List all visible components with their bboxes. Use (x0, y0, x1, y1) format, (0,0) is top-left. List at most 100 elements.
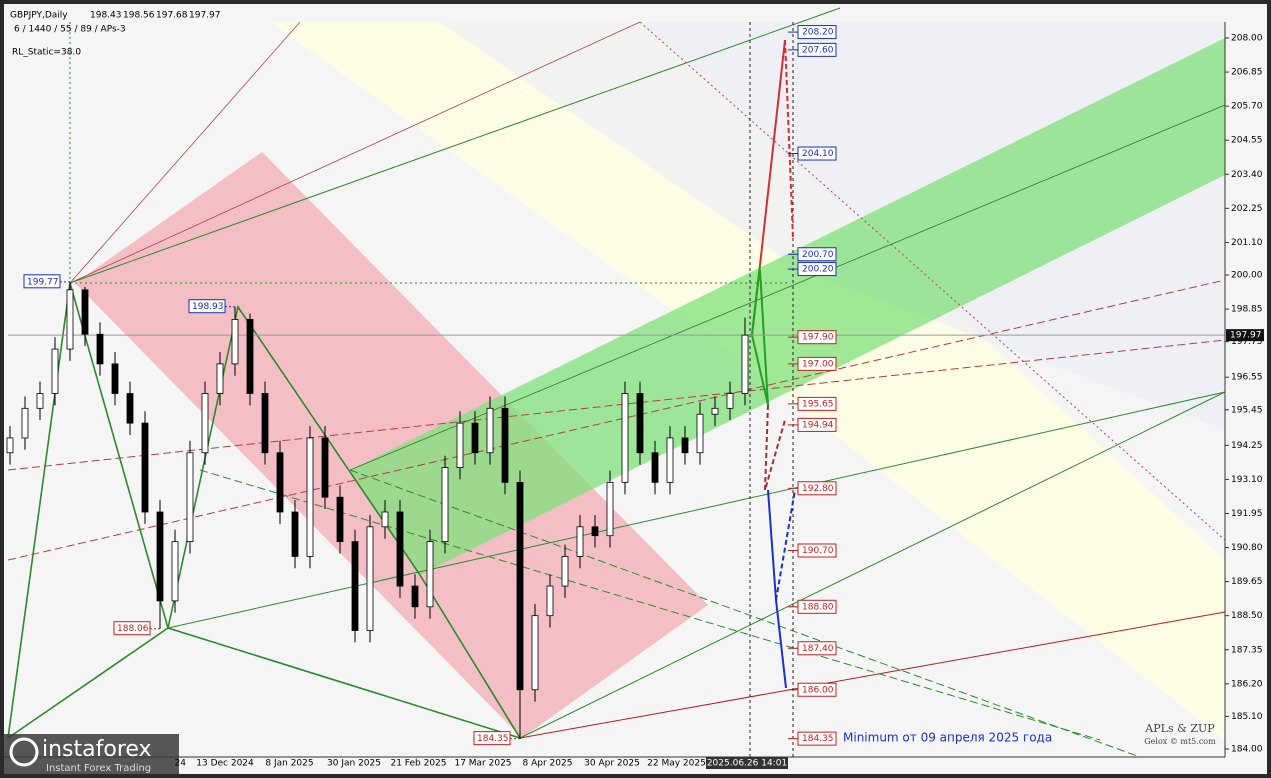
credit: Gelox © mt5.com (1144, 737, 1216, 746)
y-tick-label: 187.35 (1231, 645, 1263, 655)
candle-body (126, 393, 134, 424)
cursor-time-box (706, 757, 788, 769)
pivot-label: 199.77 (27, 277, 59, 287)
note: Minimum от 09 апреля 2025 года (843, 731, 1052, 745)
candle-body (351, 541, 359, 631)
y-tick-label: 184.00 (1231, 745, 1263, 755)
x-tick-label: 13 Dec 2024 (196, 759, 254, 769)
candle-body (36, 393, 44, 409)
candle-body (681, 437, 689, 454)
projection-label: 207.60 (802, 45, 834, 55)
candle-body (471, 422, 479, 454)
projection-box (797, 247, 837, 262)
candle-body (456, 422, 464, 468)
projection-box (797, 356, 837, 371)
y-tick-label: 205.70 (1231, 102, 1263, 112)
header-open: 198.43 (90, 11, 122, 21)
y-tick-label: 189.65 (1231, 577, 1263, 587)
projection-label: 187.40 (802, 644, 834, 654)
projection-label: 197.00 (802, 359, 834, 369)
x-tick-label: 21 Feb 2025 (390, 759, 446, 769)
y-tick-label: 194.25 (1231, 441, 1263, 451)
x-tick-label: 17 Mar 2025 (454, 759, 511, 769)
candle-body (591, 526, 599, 537)
watermark-sub: Instant Forex Trading (46, 763, 151, 774)
header-high: 198.56 (123, 11, 155, 21)
y-tick-label: 206.85 (1231, 68, 1263, 78)
candle-body (171, 541, 179, 602)
x-tick-label: 8 Jan 2025 (265, 759, 313, 769)
y-tick-label: 193.10 (1231, 475, 1263, 485)
y-tick-label: 196.55 (1231, 373, 1263, 383)
header-close: 197.97 (189, 11, 221, 21)
projection-box (797, 396, 837, 411)
y-tick-label: 186.20 (1231, 679, 1263, 689)
candle-body (516, 481, 524, 691)
projection-box (797, 543, 837, 558)
x-tick-label: 24 (175, 759, 187, 769)
candle-body (621, 393, 629, 483)
candle-body (336, 496, 344, 543)
candle-body (411, 585, 419, 608)
projection-box (797, 641, 837, 656)
y-tick-label: 204.55 (1231, 136, 1263, 146)
candle-body (711, 407, 719, 415)
watermark-logo (9, 737, 39, 767)
projection-box (797, 731, 837, 746)
candle-body (381, 511, 389, 528)
candle-body (396, 511, 404, 587)
projection-box (797, 262, 837, 277)
candle-body (636, 393, 644, 454)
candle-body (441, 467, 449, 543)
candle-body (246, 319, 254, 394)
candle-body (261, 393, 269, 454)
y-tick-label: 208.00 (1231, 33, 1263, 43)
projection-box (797, 417, 837, 432)
last-price-label: 197.97 (1230, 331, 1262, 341)
projection-label: 200.70 (802, 250, 834, 260)
projection-box (797, 25, 837, 40)
candle-body (96, 333, 104, 365)
projection-label: 204.10 (802, 149, 834, 159)
cursor-time-label: 2025.06.26 14:01 (707, 759, 787, 769)
last-price-box (1226, 329, 1264, 342)
candle-body (141, 422, 149, 513)
y-tick-label: 201.10 (1231, 238, 1263, 248)
projection-label: 194.94 (802, 420, 834, 430)
projection-label: 192.80 (802, 484, 834, 494)
x-tick-label: 30 Apr 2025 (584, 759, 640, 769)
candle-body (726, 393, 734, 409)
candle-body (81, 289, 89, 335)
x-tick-label: 22 May 2025 (647, 759, 706, 769)
header-low: 197.68 (156, 11, 188, 21)
symbol: GBPJPY,Daily (10, 11, 68, 21)
candle-body (66, 289, 74, 350)
y-tick-label: 185.10 (1231, 712, 1263, 722)
candle-body (501, 407, 509, 483)
y-tick-label: 203.40 (1231, 170, 1263, 180)
candle-body (576, 526, 584, 557)
projection-label: 200.20 (802, 265, 834, 275)
y-tick-label: 202.25 (1231, 204, 1263, 214)
candle-body (666, 437, 674, 483)
y-tick-label: 191.95 (1231, 509, 1263, 519)
x-tick-label: 8 Apr 2025 (523, 759, 573, 769)
projection-label: 184.35 (802, 734, 834, 744)
pivot-label: 184.35 (477, 734, 509, 744)
candle-body (186, 452, 194, 543)
projection-label: 197.90 (802, 333, 834, 343)
projection-label: 195.65 (802, 399, 834, 409)
candle-body (156, 511, 164, 602)
price-axis (1225, 22, 1267, 757)
watermark: instaforex (42, 737, 152, 762)
y-tick-label: 188.50 (1231, 611, 1263, 621)
projection-label: 190.70 (802, 546, 834, 556)
candle-body (546, 585, 554, 617)
projection-label: 208.20 (802, 28, 834, 38)
candle-body (606, 481, 614, 537)
candle-body (486, 407, 494, 454)
candle-body (231, 319, 239, 365)
candle-body (276, 452, 284, 513)
y-tick-label: 190.80 (1231, 543, 1263, 553)
candle-body (696, 413, 704, 454)
